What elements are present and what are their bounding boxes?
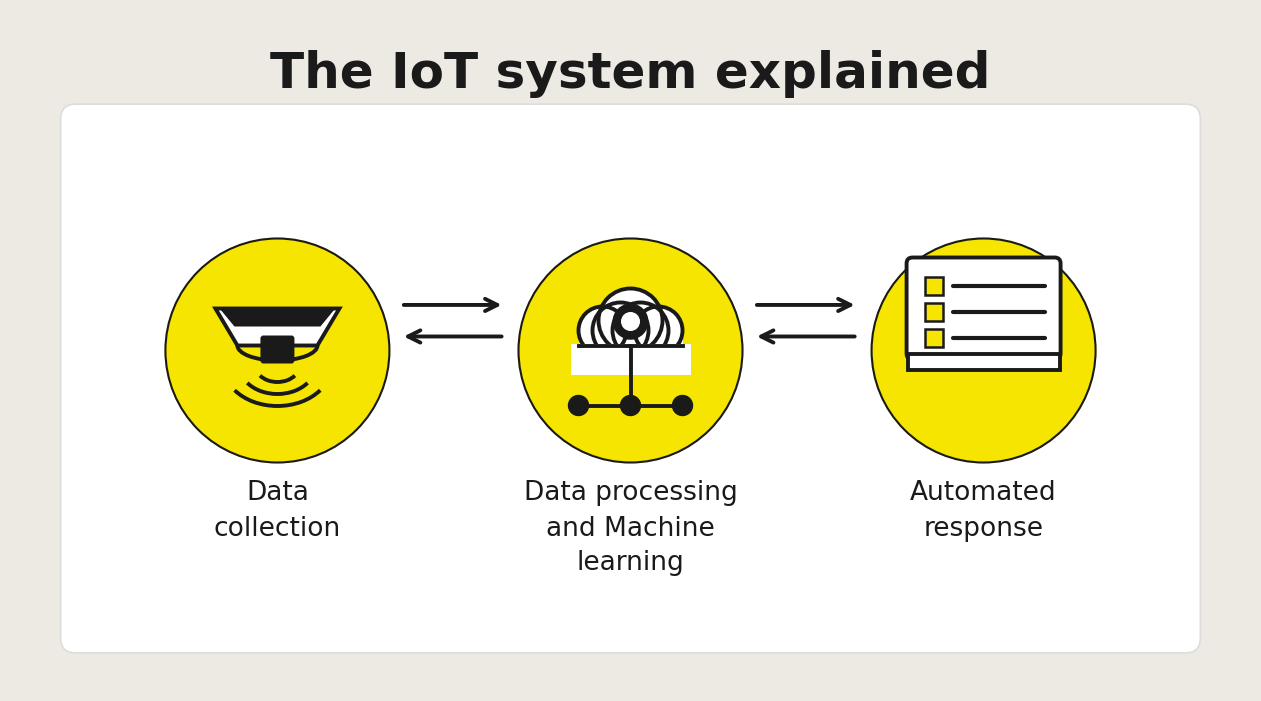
FancyBboxPatch shape bbox=[907, 257, 1061, 360]
Circle shape bbox=[599, 289, 662, 353]
Circle shape bbox=[165, 238, 390, 463]
Text: Data processing
and Machine
learning: Data processing and Machine learning bbox=[523, 480, 738, 576]
Text: Data
collection: Data collection bbox=[214, 480, 340, 541]
FancyBboxPatch shape bbox=[261, 336, 294, 364]
Circle shape bbox=[614, 306, 647, 337]
Circle shape bbox=[620, 395, 641, 416]
Circle shape bbox=[579, 306, 627, 355]
Text: The IoT system explained: The IoT system explained bbox=[270, 50, 991, 97]
Circle shape bbox=[622, 313, 639, 330]
FancyBboxPatch shape bbox=[61, 104, 1200, 653]
Circle shape bbox=[871, 238, 1096, 463]
Circle shape bbox=[672, 395, 692, 416]
FancyBboxPatch shape bbox=[908, 353, 1059, 369]
FancyBboxPatch shape bbox=[579, 325, 682, 348]
FancyBboxPatch shape bbox=[924, 329, 942, 346]
Polygon shape bbox=[622, 322, 639, 339]
Circle shape bbox=[569, 395, 589, 416]
Circle shape bbox=[593, 303, 648, 358]
FancyBboxPatch shape bbox=[924, 303, 942, 320]
Text: Automated
response: Automated response bbox=[910, 480, 1057, 541]
FancyBboxPatch shape bbox=[570, 344, 691, 376]
Polygon shape bbox=[216, 308, 339, 346]
Circle shape bbox=[614, 306, 647, 337]
FancyBboxPatch shape bbox=[924, 276, 942, 294]
Circle shape bbox=[613, 303, 668, 358]
Circle shape bbox=[634, 306, 682, 355]
Circle shape bbox=[518, 238, 743, 463]
Polygon shape bbox=[221, 310, 334, 327]
